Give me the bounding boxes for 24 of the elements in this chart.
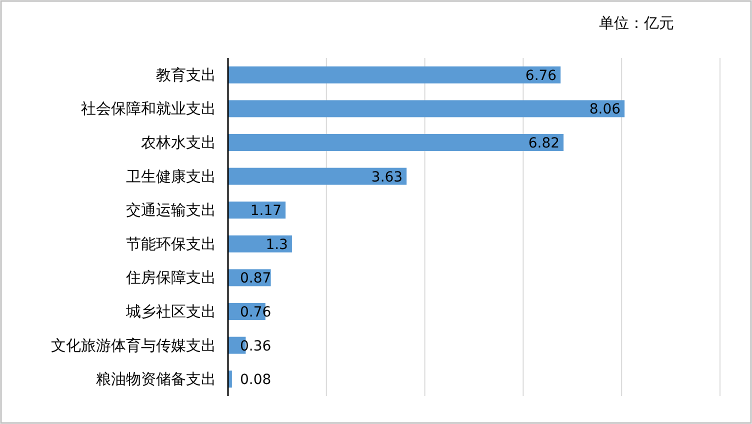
y-tick-label: 城乡社区支出	[125, 302, 216, 320]
y-tick-label: 文化旅游体育与传媒支出	[51, 336, 216, 354]
text: 单位：亿元	[599, 14, 674, 32]
y-tick-label: 社会保障和就业支出	[81, 100, 216, 118]
data-label: 6.76	[525, 68, 557, 84]
bar	[228, 100, 625, 118]
bar	[228, 168, 407, 185]
data-label: 3.63	[371, 169, 403, 186]
data-label: 0.87	[240, 270, 272, 287]
y-tick-label: 教育支出	[156, 66, 216, 84]
bar	[228, 235, 292, 252]
y-tick-label: 卫生健康支出	[126, 167, 216, 186]
y-tick-label: 农林水支出	[141, 134, 216, 152]
bar	[228, 134, 564, 151]
bar	[228, 66, 561, 84]
data-label: 1.17	[250, 203, 282, 220]
data-label: 1.3	[266, 236, 288, 253]
y-tick-label: 粮油物资储备支出	[96, 370, 216, 388]
y-tick-label: 交通运输支出	[126, 201, 216, 220]
y-tick-label: 住房保障支出	[125, 268, 216, 287]
y-tick-label: 节能环保支出	[126, 234, 216, 253]
data-label: 0.08	[240, 372, 272, 388]
data-label: 6.82	[528, 136, 560, 152]
data-label: 8.06	[589, 102, 621, 118]
